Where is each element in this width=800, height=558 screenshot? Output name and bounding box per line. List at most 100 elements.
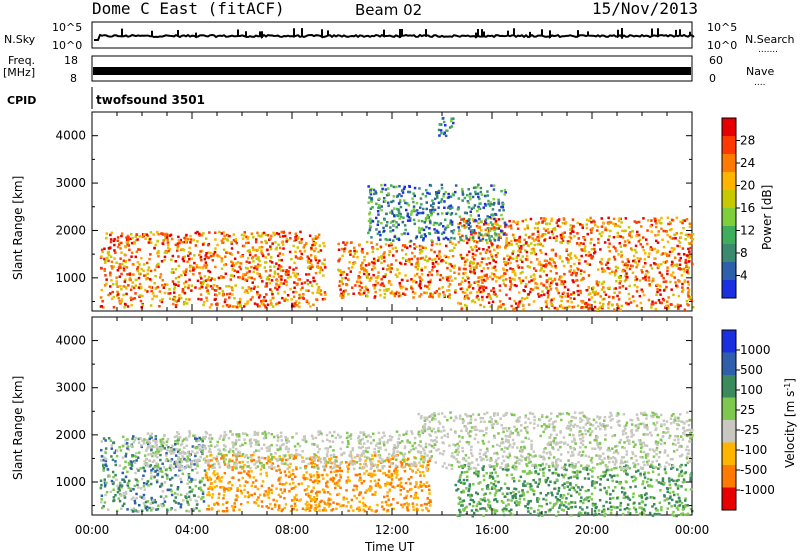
scatter-point bbox=[268, 466, 271, 469]
scatter-point bbox=[244, 495, 247, 498]
scatter-point bbox=[512, 308, 515, 311]
scatter-point bbox=[465, 253, 469, 257]
scatter-point bbox=[240, 465, 243, 469]
scatter-point bbox=[265, 293, 268, 296]
scatter-point bbox=[205, 252, 208, 255]
scatter-point bbox=[655, 293, 658, 297]
scatter-point bbox=[326, 491, 330, 494]
scatter-point bbox=[422, 207, 425, 211]
scatter-point bbox=[624, 287, 628, 290]
scatter-point bbox=[645, 238, 648, 241]
scatter-point bbox=[259, 276, 263, 279]
scatter-point bbox=[614, 224, 617, 228]
freq-unit: [MHz] bbox=[3, 66, 35, 79]
scatter-point bbox=[244, 302, 247, 306]
scatter-point bbox=[616, 266, 619, 270]
scatter-point bbox=[265, 505, 268, 508]
scatter-point bbox=[227, 303, 230, 307]
scatter-point bbox=[444, 218, 447, 221]
scatter-point bbox=[216, 254, 219, 257]
scatter-point bbox=[337, 242, 340, 246]
scatter-point bbox=[179, 238, 182, 242]
scatter-point bbox=[384, 484, 387, 487]
scatter-point bbox=[376, 465, 379, 469]
scatter-point bbox=[353, 462, 357, 465]
scatter-point bbox=[297, 257, 300, 260]
scatter-point bbox=[397, 202, 401, 205]
scatter-point bbox=[285, 240, 288, 243]
scatter-point bbox=[194, 286, 197, 289]
scatter-point bbox=[378, 288, 382, 292]
scatter-point bbox=[270, 433, 274, 436]
scatter-point bbox=[109, 285, 112, 288]
scatter-point bbox=[288, 470, 291, 474]
scatter-point bbox=[265, 462, 269, 465]
scatter-point bbox=[542, 227, 546, 230]
scatter-point bbox=[499, 229, 503, 232]
scatter-point bbox=[257, 456, 261, 459]
scatter-point bbox=[222, 494, 226, 497]
scatter-point bbox=[277, 508, 280, 512]
scatter-point bbox=[232, 509, 235, 512]
scatter-point bbox=[303, 477, 306, 481]
scatter-point bbox=[125, 236, 128, 239]
scatter-point bbox=[524, 285, 527, 288]
scatter-point bbox=[597, 238, 600, 241]
scatter-point bbox=[268, 448, 271, 451]
scatter-point bbox=[514, 274, 517, 277]
scatter-point bbox=[543, 259, 547, 262]
date-label: 15/Nov/2013 bbox=[592, 0, 698, 18]
scatter-point bbox=[691, 238, 695, 241]
scatter-point bbox=[240, 492, 243, 495]
scatter-point bbox=[404, 496, 408, 499]
scatter-point bbox=[446, 266, 449, 270]
y-tick-label: 3000 bbox=[55, 176, 86, 190]
scatter-point bbox=[213, 445, 217, 448]
scatter-point bbox=[246, 460, 250, 464]
scatter-point bbox=[276, 288, 279, 291]
scatter-point bbox=[320, 268, 324, 272]
scatter-point bbox=[647, 298, 651, 302]
scatter-point bbox=[478, 207, 481, 211]
scatter-point bbox=[126, 447, 129, 450]
scatter-point bbox=[447, 196, 451, 199]
scatter-point bbox=[201, 243, 205, 246]
scatter-point bbox=[440, 198, 444, 201]
scatter-point bbox=[196, 458, 200, 461]
scatter-point bbox=[314, 500, 317, 503]
scatter-point bbox=[265, 277, 269, 281]
scatter-point bbox=[493, 266, 496, 269]
scatter-point bbox=[118, 489, 121, 492]
scatter-point bbox=[389, 270, 392, 274]
scatter-point bbox=[244, 432, 247, 435]
scatter-point bbox=[169, 508, 173, 511]
scatter-point bbox=[318, 448, 321, 451]
scatter-point bbox=[310, 458, 314, 462]
scatter-point bbox=[402, 454, 405, 457]
scatter-point bbox=[688, 250, 691, 253]
scatter-point bbox=[294, 454, 298, 458]
scatter-point bbox=[372, 273, 375, 277]
scatter-point bbox=[359, 491, 362, 494]
scatter-point bbox=[555, 236, 558, 240]
scatter-point bbox=[427, 484, 431, 488]
scatter-point bbox=[614, 287, 618, 290]
scatter-point bbox=[101, 506, 104, 510]
scatter-point bbox=[151, 439, 155, 442]
scatter-point bbox=[183, 467, 186, 470]
scatter-point bbox=[542, 217, 546, 220]
nsearch-dots: ....... bbox=[758, 45, 778, 55]
scatter-point bbox=[619, 245, 623, 248]
scatter-point bbox=[544, 232, 547, 236]
scatter-point bbox=[215, 455, 219, 458]
colorbar-segment bbox=[722, 262, 736, 281]
scatter-point bbox=[291, 499, 294, 502]
scatter-point bbox=[510, 283, 513, 286]
scatter-point bbox=[220, 457, 223, 460]
scatter-point bbox=[156, 285, 160, 289]
scatter-point bbox=[664, 261, 667, 264]
scatter-point bbox=[301, 507, 305, 510]
scatter-point bbox=[551, 232, 554, 236]
scatter-point bbox=[295, 508, 299, 512]
scatter-point bbox=[319, 431, 323, 435]
